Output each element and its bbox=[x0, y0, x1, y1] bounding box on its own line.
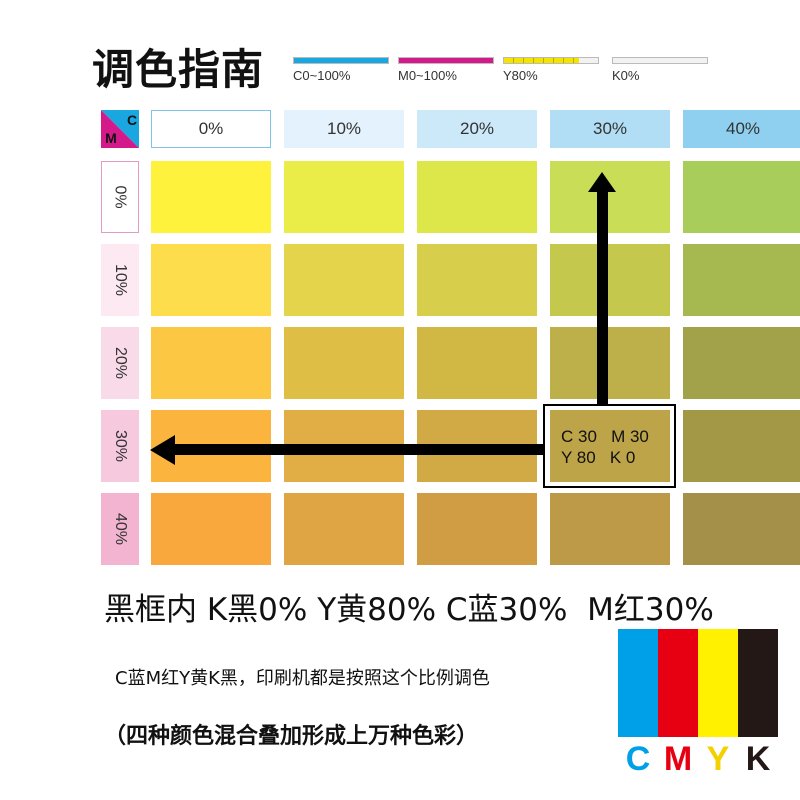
cmyk-swatch-k bbox=[738, 629, 778, 737]
color-cell bbox=[683, 244, 800, 316]
legend-bar-fill bbox=[399, 58, 493, 63]
cmyk-letter-y: Y bbox=[706, 740, 730, 778]
color-cell bbox=[284, 493, 404, 565]
color-cell bbox=[417, 244, 537, 316]
cmyk-letter-k: K bbox=[745, 740, 771, 778]
legend-bar-fill bbox=[504, 58, 580, 63]
color-cell bbox=[284, 327, 404, 399]
color-cell bbox=[151, 244, 271, 316]
color-cell bbox=[550, 410, 670, 482]
note-emphasis: （四种颜色混合叠加形成上万种色彩） bbox=[104, 724, 479, 749]
color-cell bbox=[151, 493, 271, 565]
legend-bar-fill bbox=[294, 58, 388, 63]
cmyk-letter-m: M bbox=[663, 740, 693, 778]
color-cell bbox=[550, 244, 670, 316]
corner-m-label: M bbox=[105, 130, 117, 146]
cmyk-swatch-m bbox=[658, 629, 698, 737]
row-header-4: 40% bbox=[101, 493, 139, 565]
column-header-0: 0% bbox=[151, 110, 271, 148]
color-cell bbox=[683, 410, 800, 482]
highlight-box bbox=[543, 404, 676, 488]
row-header-2: 20% bbox=[101, 327, 139, 399]
column-header-4: 40% bbox=[683, 110, 800, 148]
page-title: 调色指南 bbox=[92, 45, 265, 94]
legend-bar-0 bbox=[293, 57, 389, 64]
color-cell bbox=[550, 161, 670, 233]
row-header-label: 30% bbox=[112, 429, 129, 463]
color-cell bbox=[417, 493, 537, 565]
legend-label-0: C0~100% bbox=[293, 68, 351, 83]
color-cell bbox=[151, 327, 271, 399]
note-text: C蓝M红Y黄K黑，印刷机都是按照这个比例调色 bbox=[115, 668, 490, 689]
color-cell bbox=[417, 327, 537, 399]
color-cell bbox=[550, 493, 670, 565]
row-header-label: 40% bbox=[112, 512, 129, 546]
color-cell bbox=[550, 327, 670, 399]
row-header-0: 0% bbox=[101, 161, 139, 233]
legend-bar-3 bbox=[612, 57, 708, 64]
row-header-label: 20% bbox=[112, 346, 129, 380]
row-header-label: 10% bbox=[112, 263, 129, 297]
color-cell bbox=[417, 161, 537, 233]
color-cell bbox=[284, 161, 404, 233]
row-header-3: 30% bbox=[101, 410, 139, 482]
legend-label-2: Y80% bbox=[503, 68, 538, 83]
column-header-3: 30% bbox=[550, 110, 670, 148]
summary-text: 黑框内 K黑0% Y黄80% C蓝30% M红30% bbox=[104, 592, 714, 628]
color-cell bbox=[683, 161, 800, 233]
legend-bar-2 bbox=[503, 57, 599, 64]
row-header-1: 10% bbox=[101, 244, 139, 316]
corner-cm-icon: C M bbox=[101, 110, 139, 148]
color-cell bbox=[417, 410, 537, 482]
highlight-line-2: Y 80 K 0 bbox=[561, 448, 636, 467]
cmyk-swatch-c bbox=[618, 629, 658, 737]
color-cell bbox=[151, 161, 271, 233]
corner-magenta-triangle bbox=[101, 110, 139, 148]
color-cell bbox=[683, 327, 800, 399]
color-cell bbox=[683, 493, 800, 565]
legend-label-1: M0~100% bbox=[398, 68, 457, 83]
color-cell bbox=[284, 410, 404, 482]
color-cell bbox=[151, 410, 271, 482]
legend-label-3: K0% bbox=[612, 68, 640, 83]
cmyk-letter-c: C bbox=[625, 740, 651, 778]
column-header-1: 10% bbox=[284, 110, 404, 148]
highlight-line-1: C 30 M 30 bbox=[561, 427, 649, 446]
row-header-label: 0% bbox=[112, 185, 129, 209]
column-header-2: 20% bbox=[417, 110, 537, 148]
cmyk-swatch-y bbox=[698, 629, 738, 737]
highlight-values: C 30 M 30 Y 80 K 0 bbox=[561, 426, 649, 468]
legend-bar-1 bbox=[398, 57, 494, 64]
color-cell bbox=[284, 244, 404, 316]
corner-c-label: C bbox=[127, 112, 137, 128]
